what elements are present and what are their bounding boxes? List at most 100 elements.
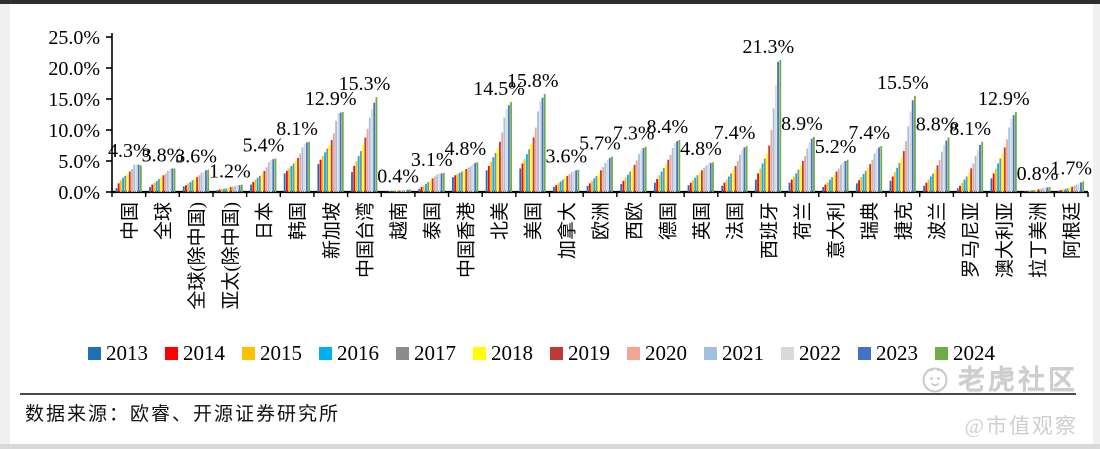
bar [1039,188,1042,192]
bar [317,164,320,192]
bar [577,169,580,192]
bar [460,171,463,192]
y-axis-tick-label: 20.0% [48,58,100,80]
bar [896,167,899,192]
bar [804,156,806,192]
bar [875,149,878,192]
bottom-border-strip [0,444,1100,449]
left-border-strip [0,0,10,449]
bar [274,158,277,192]
bar [676,141,679,192]
bar [810,138,813,192]
bar [1071,186,1073,192]
bar [889,180,892,192]
bar [425,183,427,192]
bar [687,185,690,192]
bar [673,143,676,192]
bar [436,174,438,192]
bar [976,149,979,192]
bar [458,172,461,192]
bar [943,144,946,192]
bar [597,173,600,192]
bar [568,174,571,192]
x-category-label: 阿根廷 [1061,202,1083,259]
legend-item-2022: 2022 [781,343,841,364]
bar [959,185,961,192]
bar [534,127,537,192]
bar [1035,189,1038,192]
legend-item-2020: 2020 [627,343,687,364]
bar [1057,190,1060,192]
bar [476,162,479,192]
bar [463,170,465,192]
bar [997,163,1000,192]
bar [267,162,270,192]
bar [420,187,423,192]
bar-data-label: 3.6% [175,146,217,168]
bar [319,159,322,192]
legend-swatch-2024 [935,347,948,360]
bar [362,144,365,192]
bar [229,187,232,192]
bar [400,190,403,192]
bar [727,176,730,192]
bar [790,179,793,192]
bar [707,163,710,192]
legend-swatch-2014 [165,347,178,360]
bar [353,165,356,192]
bar [164,173,167,192]
x-category-label: 西班牙 [758,202,780,259]
bar [593,178,596,192]
legend-label-2022: 2022 [799,341,841,365]
bar [351,172,353,192]
y-axis-tick-label: 5.0% [58,151,100,173]
bar [330,139,333,192]
bar [1024,191,1027,192]
bar [259,175,261,192]
legend-item-2018: 2018 [473,343,533,364]
bar [398,190,400,192]
bar [117,183,120,192]
bar [292,163,295,192]
bar [604,162,607,192]
bar-data-label: 15.3% [339,73,391,95]
bar [979,144,981,192]
bar [947,137,950,192]
bar [202,171,205,192]
bar [158,178,160,192]
bar [611,156,613,192]
bar [564,177,566,192]
x-category-label: 荷兰 [792,202,814,240]
bar [496,147,499,192]
bar [265,167,268,192]
bar [629,171,632,192]
bar [900,157,903,192]
bar [862,174,865,192]
bar [801,161,804,192]
bar [1008,127,1011,192]
bar [238,185,241,192]
bar [833,174,836,192]
bar [907,126,910,192]
bar [427,182,430,192]
bar [1010,118,1013,192]
bar [1075,184,1078,192]
bar-data-label: 15.5% [877,72,929,94]
bar [303,143,306,192]
bar [1006,139,1008,192]
bar [911,100,914,192]
bar [873,153,876,192]
bar [236,185,239,192]
tiger-community-watermark: 老虎社区 [921,366,1078,394]
bar [566,175,569,192]
bar [797,169,800,192]
bar [472,164,474,192]
bar [925,182,928,192]
bar [182,186,185,192]
bar [1026,191,1029,192]
bar [1068,187,1071,192]
legend-item-2014: 2014 [165,343,225,364]
legend-item-2017: 2017 [396,343,456,364]
bar [898,162,901,192]
bar [1046,187,1049,192]
